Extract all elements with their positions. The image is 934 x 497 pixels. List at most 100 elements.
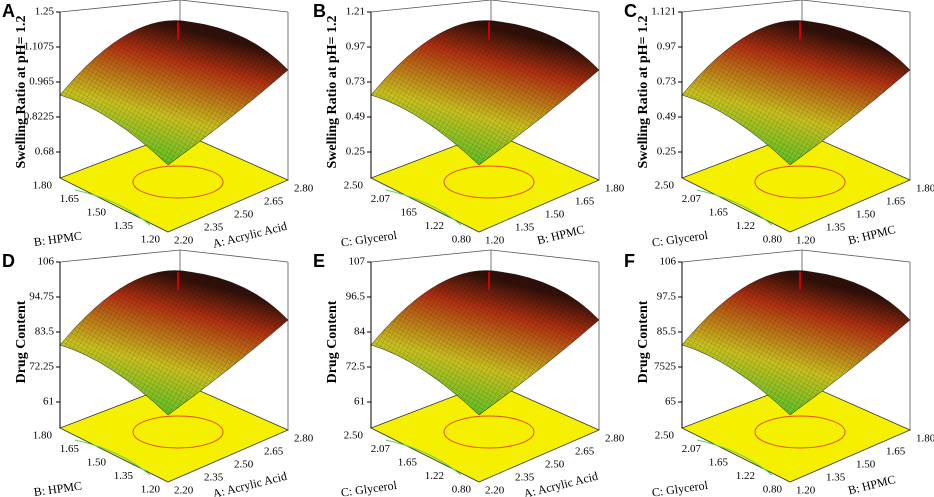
left-tick-label: 1.35 <box>114 470 134 482</box>
right-tick-label: 2.80 <box>605 433 625 445</box>
contour <box>696 439 773 476</box>
right-tick-label: 2.20 <box>174 485 194 497</box>
left-axis-label: C: Glycerol <box>340 478 398 497</box>
box-edge <box>681 0 803 13</box>
left-axis-label: B: HPMC <box>33 478 83 497</box>
panel-letter: F <box>624 251 635 271</box>
right-tick-label: 1.50 <box>856 209 876 221</box>
contour <box>754 415 846 449</box>
z-tick-label: 61 <box>354 396 365 408</box>
z-tick-label: 106 <box>38 256 55 268</box>
box-edge <box>59 249 181 263</box>
right-tick-label: 2.65 <box>264 446 284 458</box>
panel-letter: B <box>313 1 326 21</box>
left-tick-label: 0.80 <box>763 484 783 496</box>
box-edge <box>490 249 600 263</box>
panel: E Drug Content 107 96.5 84 72.5 61 2.50 2.07 1.65… <box>313 249 625 497</box>
surface-mesh <box>60 20 288 165</box>
left-axis-label: B: HPMC <box>33 228 83 249</box>
contour <box>443 165 535 199</box>
panel-letter: D <box>2 251 15 271</box>
right-tick-label: 1.35 <box>515 222 535 234</box>
left-tick-label: 1.20 <box>141 484 161 496</box>
z-tick-label: 65 <box>665 396 677 408</box>
z-tick-label: 1.121 <box>651 6 676 18</box>
z-tick-label: 0.49 <box>657 111 677 123</box>
left-tick-label: 1.50 <box>87 207 107 219</box>
left-tick-label: 1.80 <box>33 430 53 442</box>
right-tick-label: 1.80 <box>605 183 625 195</box>
contour <box>696 189 773 226</box>
box-edge <box>179 249 289 263</box>
right-tick-label: 1.20 <box>796 485 816 497</box>
floor <box>370 381 600 483</box>
z-tick-label: 0.97 <box>346 41 366 53</box>
left-tick-label: 1.65 <box>709 457 729 469</box>
left-tick-label: 1.22 <box>736 470 755 482</box>
z-tick-label: 0.68 <box>35 146 55 158</box>
surface-mesh <box>682 270 910 415</box>
right-tick-label: 1.20 <box>796 235 816 247</box>
contour <box>132 165 224 199</box>
surface-mesh <box>60 270 288 415</box>
contour <box>385 189 462 226</box>
right-tick-label: 1.65 <box>886 446 906 458</box>
right-tick-label: 1.80 <box>916 183 934 195</box>
z-tick-label: 1.25 <box>35 6 55 18</box>
z-tick-label: 1.21 <box>346 6 365 18</box>
right-axis-label: B: HPMC <box>847 222 897 247</box>
right-tick-label: 2.20 <box>174 235 194 247</box>
left-tick-label: 1.22 <box>736 220 755 232</box>
panel: F Drug Content 106 97.5 85.5 7525 65 2.50 2.07 1.… <box>624 249 934 497</box>
left-tick-label: 1.80 <box>33 180 53 192</box>
left-tick-label: 0.80 <box>452 234 472 246</box>
contour <box>74 439 151 476</box>
left-tick-label: 1.65 <box>60 193 80 205</box>
z-tick-label: 0.73 <box>346 76 366 88</box>
left-tick-label: 1.20 <box>141 234 161 246</box>
left-tick-label: 1.22 <box>425 470 444 482</box>
surface-mesh <box>371 270 599 415</box>
z-tick-label: 0.49 <box>346 111 366 123</box>
right-tick-label: 1.65 <box>575 196 595 208</box>
left-tick-label: 0.80 <box>452 484 472 496</box>
left-tick-label: 1.65 <box>709 207 729 219</box>
floor <box>59 381 289 483</box>
floor <box>681 131 911 233</box>
contour <box>385 439 462 476</box>
left-tick-label: 0.80 <box>763 234 783 246</box>
contour <box>443 415 535 449</box>
left-tick-label: 2.07 <box>371 443 391 455</box>
box-edge <box>681 249 803 263</box>
z-tick-label: 0.25 <box>657 146 677 158</box>
panel-letter: C <box>624 1 637 21</box>
right-tick-label: 1.50 <box>856 459 876 471</box>
left-axis-label: C: Glycerol <box>651 478 709 497</box>
z-tick-label: 7525 <box>654 361 677 373</box>
left-tick-label: 1.65 <box>60 443 80 455</box>
z-tick-label: 84 <box>354 326 366 338</box>
right-tick-label: 2.50 <box>545 459 565 471</box>
left-tick-label: 2.50 <box>655 180 675 192</box>
left-axis-label: C: Glycerol <box>651 228 709 250</box>
z-tick-label: 97.5 <box>657 291 677 303</box>
contour <box>132 415 224 449</box>
box-edge <box>490 0 600 13</box>
right-tick-label: 2.35 <box>204 472 224 484</box>
box-edge <box>801 0 911 13</box>
z-tick-label: 0.965 <box>29 76 54 88</box>
right-tick-label: 2.35 <box>204 222 224 234</box>
box-edge <box>59 0 181 13</box>
box-edge <box>370 249 492 263</box>
z-tick-label: 83.5 <box>35 326 55 338</box>
right-tick-label: 2.80 <box>294 183 314 195</box>
box-edge <box>179 0 289 13</box>
right-tick-label: 2.65 <box>575 446 595 458</box>
z-tick-label: 0.25 <box>346 146 366 158</box>
left-tick-label: 2.07 <box>682 443 702 455</box>
left-tick-label: 1.50 <box>87 457 107 469</box>
